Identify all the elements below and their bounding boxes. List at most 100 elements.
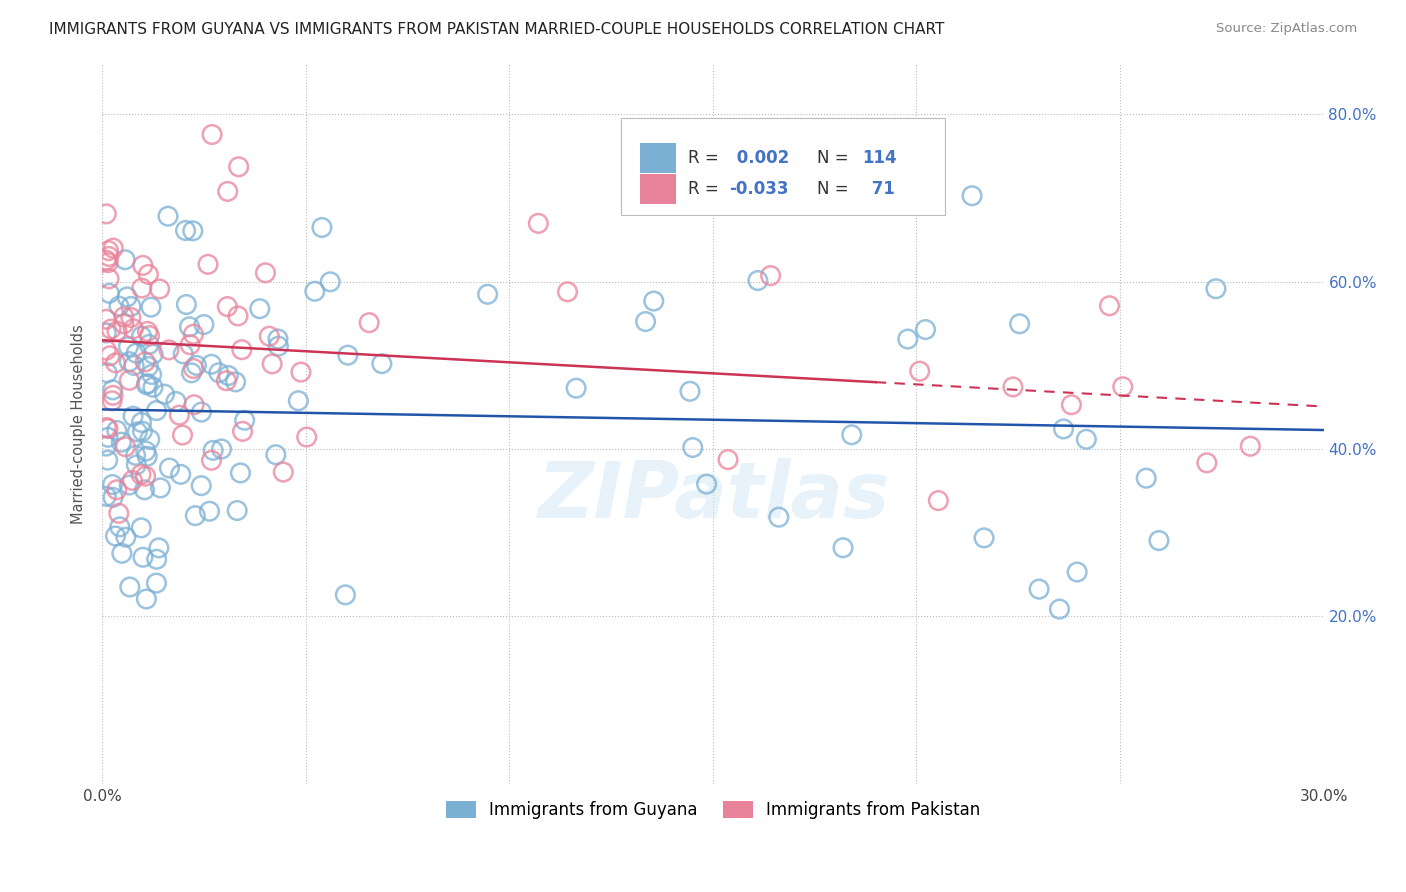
Point xyxy=(101,491,124,505)
Point xyxy=(108,520,131,534)
Point xyxy=(960,188,983,202)
Point xyxy=(197,257,219,271)
Bar xyxy=(640,143,676,173)
Point xyxy=(100,322,122,336)
Point xyxy=(180,366,202,380)
Point xyxy=(97,255,120,269)
Text: 0.002: 0.002 xyxy=(731,149,789,167)
Point xyxy=(186,359,208,373)
Point xyxy=(104,356,127,370)
Point xyxy=(228,160,250,174)
Point xyxy=(105,424,128,438)
Point xyxy=(193,318,215,332)
Point xyxy=(131,424,153,438)
Point xyxy=(172,347,194,361)
Point xyxy=(96,489,118,503)
Point xyxy=(1135,471,1157,485)
Point xyxy=(112,310,135,324)
Point xyxy=(184,508,207,523)
Point xyxy=(557,285,579,299)
Point xyxy=(97,453,120,467)
Point xyxy=(198,504,221,518)
Point xyxy=(271,465,294,479)
Point xyxy=(108,299,131,313)
Point xyxy=(127,425,149,439)
Point xyxy=(101,477,124,491)
Point xyxy=(118,478,141,492)
Point xyxy=(135,592,157,607)
Point xyxy=(129,521,152,535)
Point xyxy=(179,319,201,334)
Point xyxy=(134,483,156,497)
Point xyxy=(371,357,394,371)
Point xyxy=(97,430,120,444)
Point xyxy=(217,185,239,199)
Text: R =: R = xyxy=(689,180,724,198)
Point xyxy=(121,474,143,488)
Point xyxy=(135,444,157,458)
Y-axis label: Married-couple Households: Married-couple Households xyxy=(72,324,86,524)
Point xyxy=(132,550,155,565)
Point xyxy=(211,442,233,456)
Point xyxy=(287,393,309,408)
Point xyxy=(226,309,249,323)
Point xyxy=(170,467,193,482)
Point xyxy=(183,361,205,376)
Legend: Immigrants from Guyana, Immigrants from Pakistan: Immigrants from Guyana, Immigrants from … xyxy=(439,794,987,826)
Point xyxy=(747,273,769,287)
Point xyxy=(97,421,120,435)
Point xyxy=(120,300,142,314)
Point xyxy=(104,529,127,543)
Point xyxy=(134,355,156,369)
Point xyxy=(679,384,702,399)
Text: R =: R = xyxy=(689,149,724,167)
Point xyxy=(183,398,205,412)
Point xyxy=(98,286,121,301)
Point xyxy=(897,332,920,346)
Point xyxy=(304,285,326,299)
Point xyxy=(233,413,256,427)
Point xyxy=(643,293,665,308)
Bar xyxy=(640,174,676,204)
Point xyxy=(165,394,187,409)
Point xyxy=(112,317,135,331)
Point xyxy=(131,281,153,295)
Point xyxy=(98,272,121,286)
Point xyxy=(142,347,165,361)
Point xyxy=(267,339,290,353)
Point xyxy=(527,216,550,230)
Point xyxy=(179,338,201,352)
Point xyxy=(696,477,718,491)
Text: ZIPatlas: ZIPatlas xyxy=(537,458,889,534)
Text: 114: 114 xyxy=(862,149,897,167)
Point xyxy=(335,588,357,602)
Point xyxy=(129,467,152,482)
Point xyxy=(232,425,254,439)
Point xyxy=(759,268,782,283)
Point xyxy=(156,209,179,223)
Point xyxy=(336,348,359,362)
Point xyxy=(176,297,198,311)
Point xyxy=(96,439,118,453)
Point xyxy=(111,546,134,560)
Point xyxy=(148,541,170,555)
Point xyxy=(138,359,160,374)
Point xyxy=(132,259,155,273)
Point xyxy=(105,483,128,497)
Text: Source: ZipAtlas.com: Source: ZipAtlas.com xyxy=(1216,22,1357,36)
Point xyxy=(1147,533,1170,548)
Point xyxy=(97,250,120,264)
Text: 71: 71 xyxy=(866,180,894,198)
Point xyxy=(1008,317,1031,331)
Point xyxy=(131,329,153,343)
Point xyxy=(1112,380,1135,394)
Point xyxy=(319,275,342,289)
Point xyxy=(120,310,142,325)
Point xyxy=(1098,299,1121,313)
Point xyxy=(115,290,138,304)
Point xyxy=(122,322,145,336)
Text: -0.033: -0.033 xyxy=(728,180,789,198)
Point xyxy=(145,576,167,591)
Point xyxy=(159,461,181,475)
Point xyxy=(1028,582,1050,596)
